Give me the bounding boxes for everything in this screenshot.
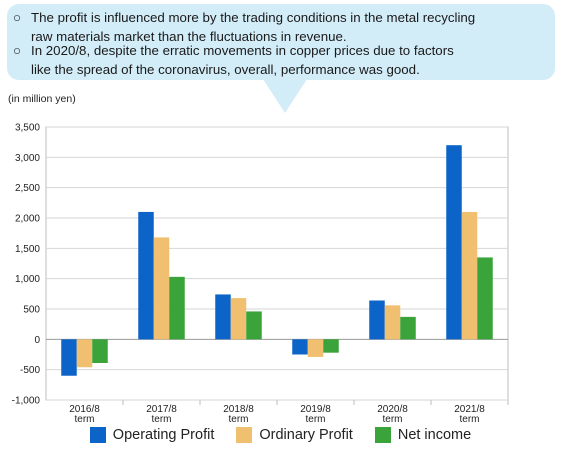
legend-swatch-net-income bbox=[374, 427, 391, 443]
circle-bullet-icon: ○ bbox=[13, 43, 22, 58]
bar-operating-profit bbox=[292, 339, 308, 355]
legend-item-net-income: Net income bbox=[374, 427, 472, 443]
unit-label: (in million yen) bbox=[8, 93, 76, 105]
bar-operating-profit bbox=[138, 211, 154, 340]
y-tick-label: 3,500 bbox=[15, 123, 40, 134]
y-tick-label: -500 bbox=[20, 365, 40, 376]
bar-ordinary-profit bbox=[461, 211, 478, 340]
y-tick-label: 2,500 bbox=[15, 183, 40, 194]
x-tick-label: term bbox=[152, 414, 172, 425]
note-2-line-1: In 2020/8, despite the erratic movements… bbox=[31, 43, 454, 58]
callout-box bbox=[7, 4, 555, 80]
y-tick-label: 1,000 bbox=[15, 274, 40, 285]
legend-swatch-ordinary-profit bbox=[236, 427, 253, 443]
legend-item-ordinary-profit: Ordinary Profit bbox=[236, 427, 353, 443]
y-tick-label: 3,000 bbox=[15, 153, 40, 164]
plot-frame bbox=[45, 126, 509, 401]
x-tick-label: term bbox=[383, 414, 403, 425]
y-tick-label: 1,500 bbox=[15, 244, 40, 255]
x-tick-label: 2020/8 bbox=[377, 404, 408, 415]
x-tick-label: 2016/8 bbox=[69, 404, 100, 415]
x-tick-label: 2019/8 bbox=[300, 404, 331, 415]
bar-operating-profit bbox=[215, 294, 231, 340]
callout-note-2: ○ In 2020/8, despite the erratic movement… bbox=[13, 41, 454, 79]
legend-label-ordinary-profit: Ordinary Profit bbox=[259, 427, 353, 443]
bar-net-income bbox=[92, 339, 108, 363]
legend-label-net-income: Net income bbox=[397, 427, 472, 443]
legend-label-operating-profit: Operating Profit bbox=[112, 427, 215, 443]
bar-ordinary-profit bbox=[153, 237, 170, 340]
x-tick-label: term bbox=[75, 414, 95, 425]
legend-item-operating-profit: Operating Profit bbox=[89, 427, 215, 443]
bar-net-income bbox=[477, 257, 493, 340]
note-2-line-2: like the spread of the coronavirus, over… bbox=[31, 62, 420, 77]
x-tick-label: 2018/8 bbox=[223, 404, 254, 415]
bar-net-income bbox=[169, 276, 185, 340]
note-1-line-1: The profit is influenced more by the tra… bbox=[31, 10, 476, 25]
y-tick-label: 2,000 bbox=[15, 214, 40, 225]
x-tick-label: term bbox=[460, 414, 480, 425]
bar-operating-profit bbox=[369, 300, 385, 340]
x-tick-label: term bbox=[306, 414, 326, 425]
x-tick-label: 2021/8 bbox=[454, 404, 485, 415]
bar-operating-profit bbox=[61, 339, 77, 376]
note-1-line-2: raw materials market than the fluctuatio… bbox=[31, 29, 347, 44]
profit-bar-chart: -1,000 -500 0 500 1,000 1,500 2,000 2,500 3,000 3… bbox=[12, 123, 509, 425]
bar-net-income bbox=[323, 339, 339, 353]
bar-ordinary-profit bbox=[76, 339, 93, 368]
bar-net-income bbox=[400, 316, 416, 340]
y-tick-label: -1,000 bbox=[12, 396, 41, 407]
bar-ordinary-profit bbox=[230, 298, 247, 340]
callout-note-1: ○ The profit is influenced more by the tr… bbox=[13, 8, 475, 46]
bar-operating-profit bbox=[446, 145, 462, 340]
bar-ordinary-profit bbox=[384, 305, 401, 340]
legend-swatch-operating-profit bbox=[89, 427, 106, 443]
circle-bullet-icon: ○ bbox=[13, 10, 22, 25]
y-tick-label: 0 bbox=[34, 335, 40, 346]
callout-pointer bbox=[263, 79, 307, 113]
bar-net-income bbox=[246, 311, 262, 340]
x-tick-label: 2017/8 bbox=[146, 404, 177, 415]
bar-ordinary-profit bbox=[307, 339, 324, 357]
chart-legend: Operating Profit Ordinary Profit Net inc… bbox=[0, 427, 561, 443]
x-tick-label: term bbox=[229, 414, 249, 425]
y-tick-label: 500 bbox=[23, 305, 40, 316]
